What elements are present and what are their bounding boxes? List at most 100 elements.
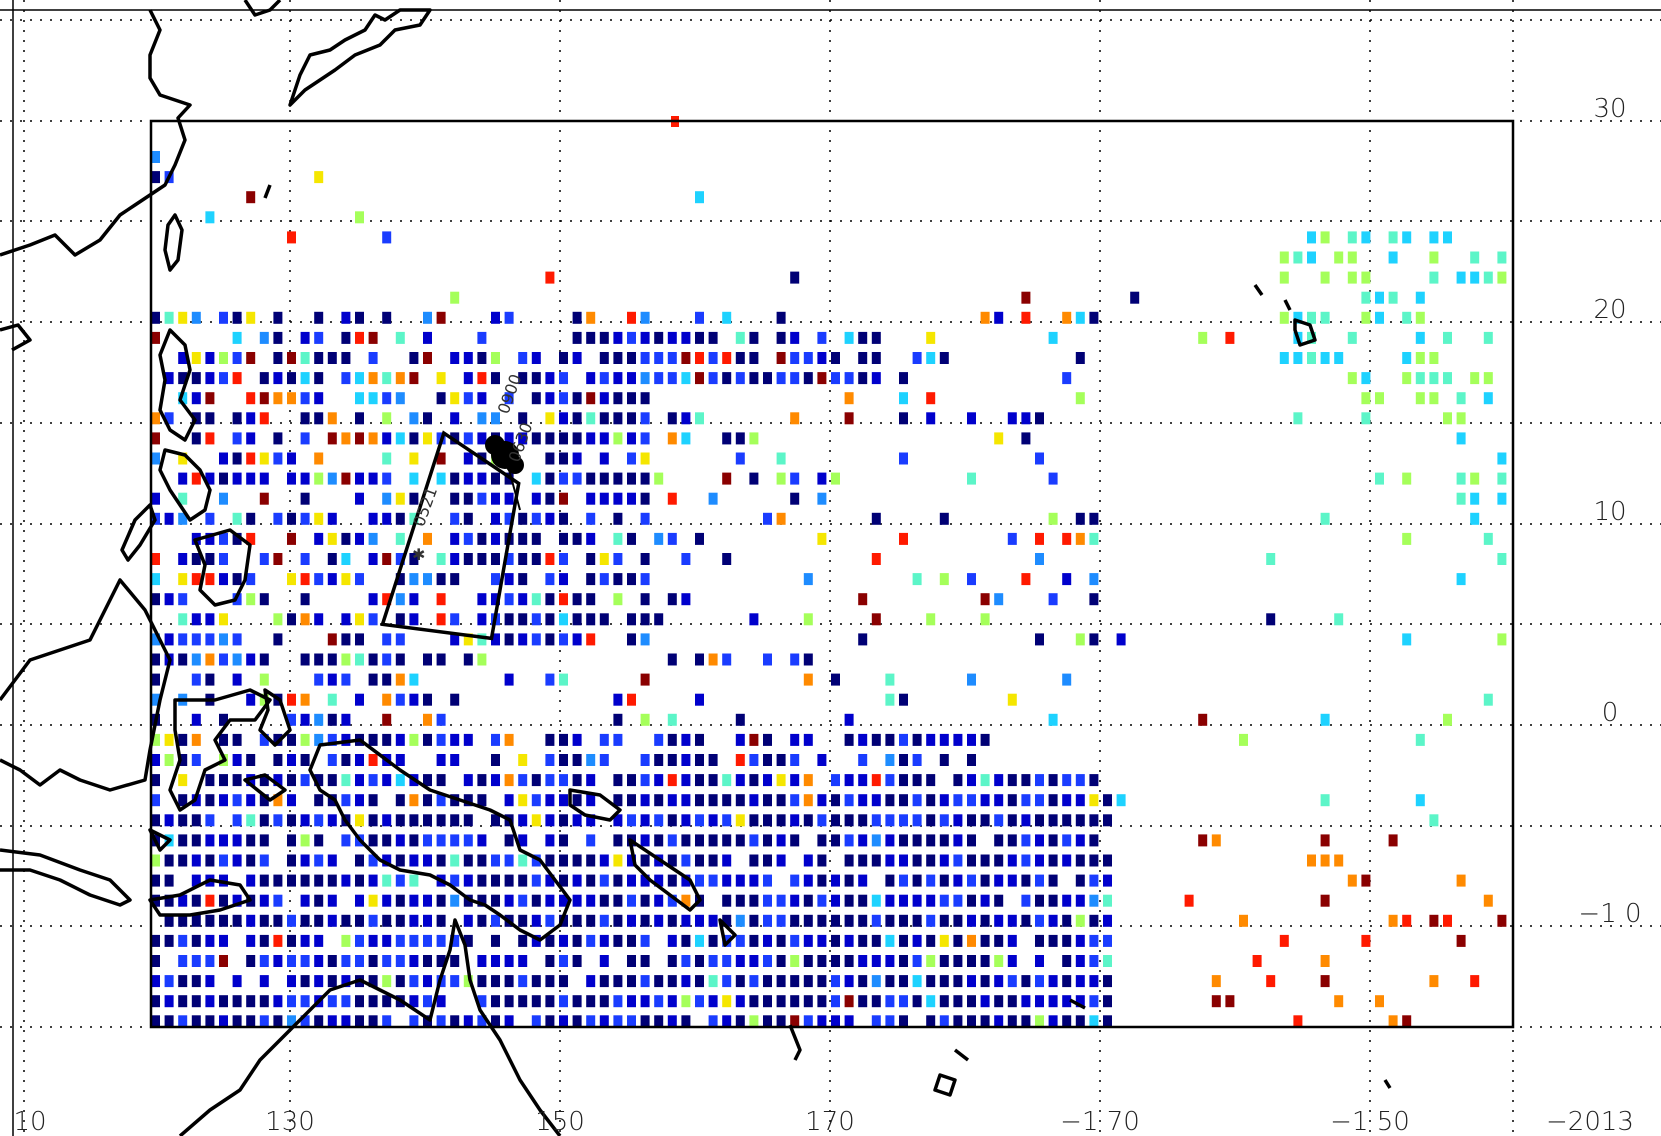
data-cell	[572, 392, 582, 405]
data-cell	[817, 894, 827, 907]
data-cell	[817, 352, 827, 364]
data-cell	[1497, 452, 1507, 465]
data-cell	[1075, 914, 1085, 927]
data-cell	[953, 834, 963, 847]
data-cell	[164, 412, 174, 425]
data-cell	[790, 834, 800, 847]
data-cell	[599, 392, 609, 405]
data-cell	[559, 532, 568, 545]
data-cell	[831, 975, 840, 988]
data-cell	[858, 914, 868, 927]
data-cell	[627, 874, 636, 887]
data-cell	[1116, 794, 1126, 807]
data-cell	[1347, 271, 1357, 284]
data-cell	[368, 934, 378, 947]
data-cell	[871, 995, 881, 1008]
data-cell	[246, 955, 256, 967]
data-cell	[967, 412, 976, 425]
data-cell	[409, 492, 419, 505]
data-cell	[640, 713, 650, 726]
latitude-tick-label: 0	[1602, 698, 1619, 728]
data-cell	[912, 975, 922, 988]
data-cell	[1361, 412, 1371, 425]
data-cell	[205, 633, 215, 646]
data-cell	[654, 352, 664, 364]
data-cell	[341, 1015, 351, 1028]
data-cell	[1456, 472, 1466, 485]
data-cell	[980, 794, 990, 807]
data-cell	[151, 553, 160, 565]
data-cell	[491, 352, 500, 364]
data-cell	[1443, 713, 1452, 726]
data-cell	[205, 472, 215, 485]
data-cell	[1429, 372, 1439, 385]
data-cell	[1375, 311, 1384, 324]
data-cell	[545, 553, 555, 565]
data-cell	[926, 955, 936, 967]
data-cell	[395, 834, 405, 847]
data-cell	[504, 995, 514, 1008]
data-cell	[667, 754, 677, 766]
data-cell	[1361, 874, 1371, 887]
data-cell	[436, 854, 446, 867]
data-cell	[355, 432, 364, 445]
data-cell	[219, 653, 228, 666]
track-segment	[504, 454, 521, 511]
data-cell	[518, 894, 528, 907]
data-cell	[776, 955, 786, 967]
data-cell	[790, 733, 800, 746]
data-cell	[300, 854, 310, 867]
data-cell	[491, 934, 500, 947]
data-cell	[817, 955, 827, 967]
data-cell	[219, 955, 228, 967]
data-cell	[735, 372, 745, 385]
data-cell	[395, 432, 405, 445]
data-cell	[953, 774, 963, 787]
data-cell	[654, 1015, 664, 1028]
data-cell	[382, 392, 392, 405]
data-cell	[613, 331, 623, 344]
data-cell	[1266, 553, 1276, 565]
data-cell	[1402, 1015, 1412, 1028]
data-cell	[491, 955, 500, 967]
data-cell	[518, 532, 528, 545]
data-cell	[817, 934, 827, 947]
data-cell	[1075, 934, 1085, 947]
data-cell	[994, 814, 1004, 827]
data-cell	[531, 593, 541, 606]
data-cell	[885, 934, 895, 947]
data-cell	[246, 1015, 256, 1028]
data-cell	[259, 733, 269, 746]
data-cell	[246, 754, 256, 766]
data-cell	[491, 573, 500, 586]
data-cell	[273, 392, 283, 405]
data-cell	[640, 412, 650, 425]
data-cell	[450, 975, 460, 988]
data-cell	[980, 774, 990, 787]
data-cell	[926, 854, 936, 867]
data-cell	[232, 794, 242, 807]
data-cell	[191, 412, 201, 425]
data-cell	[722, 774, 732, 787]
data-cell	[341, 914, 351, 927]
data-cell	[178, 854, 188, 867]
data-cell	[219, 733, 228, 746]
data-cell	[300, 432, 310, 445]
data-cell	[327, 532, 337, 545]
data-cell	[1103, 955, 1112, 967]
data-cell	[926, 613, 936, 626]
data-cell	[463, 492, 473, 505]
data-cell	[504, 432, 514, 445]
data-cell	[409, 613, 419, 626]
track-time-label: 0630	[505, 420, 537, 465]
data-cell	[613, 412, 623, 425]
data-cell	[1075, 975, 1085, 988]
data-cell	[1035, 532, 1044, 545]
data-cell	[885, 794, 895, 807]
data-cell	[1048, 854, 1058, 867]
data-cell	[423, 834, 432, 847]
new-guinea-coast	[308, 738, 572, 942]
data-cell	[355, 914, 364, 927]
data-cell	[1062, 372, 1072, 385]
data-cell	[273, 995, 283, 1008]
